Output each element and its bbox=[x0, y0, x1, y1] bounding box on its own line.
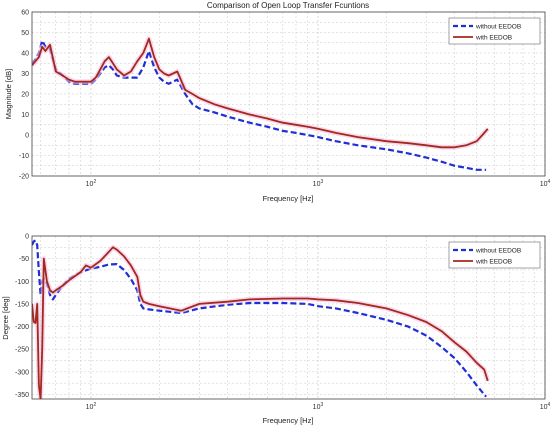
magnitude-frame bbox=[31, 11, 546, 177]
magnitude-ytick-label: 30 bbox=[21, 71, 29, 78]
phase-ticks: -350 -300 -250 -200 -150 -100 -50 0 102 103 104 bbox=[15, 234, 550, 412]
magnitude-ytick-label: 40 bbox=[21, 51, 29, 58]
magnitude-legend: without EEDOB with EEDOB bbox=[448, 17, 541, 45]
phase-legend: without EEDOB with EEDOB bbox=[448, 241, 541, 269]
phase-series-line-with bbox=[32, 246, 489, 399]
magnitude-xtick-label: 104 bbox=[540, 179, 550, 188]
magnitude-panel: -20 -10 0 10 20 30 40 50 60 102 103 104 Comparison … bbox=[4, 1, 550, 203]
phase-xtick-label: 103 bbox=[313, 402, 324, 411]
phase-ytick-label: -250 bbox=[15, 347, 29, 354]
phase-ytick-label: 0 bbox=[25, 234, 29, 241]
phase-ytick-label: -100 bbox=[15, 279, 29, 286]
phase-legend-label-with: with EEDOB bbox=[475, 259, 512, 266]
magnitude-ytick-label: -10 bbox=[19, 153, 29, 160]
magnitude-series-line-with bbox=[32, 37, 489, 149]
magnitude-xtick-label: 102 bbox=[86, 179, 97, 188]
magnitude-title: Comparison of Open Loop Transfer Fcuntio… bbox=[207, 1, 369, 10]
magnitude-ylabel: Magnitude [dB] bbox=[4, 69, 13, 119]
phase-series bbox=[32, 239, 491, 399]
magnitude-ticks: -20 -10 0 10 20 30 40 50 60 102 103 104 bbox=[19, 10, 550, 189]
phase-ytick-label: -150 bbox=[15, 301, 29, 308]
phase-ylabel: Degree [deg] bbox=[1, 296, 10, 339]
magnitude-xlabel: Frequency [Hz] bbox=[263, 194, 314, 203]
magnitude-ytick-label: 60 bbox=[21, 10, 29, 17]
phase-xlabel: Frequency [Hz] bbox=[263, 416, 314, 425]
phase-ytick-label: -350 bbox=[15, 392, 29, 399]
magnitude-ytick-label: 10 bbox=[21, 112, 29, 119]
phase-ytick-label: -300 bbox=[15, 369, 29, 376]
magnitude-ytick-label: 0 bbox=[25, 133, 29, 140]
phase-ytick-label: -50 bbox=[19, 256, 29, 263]
phase-xtick-label: 104 bbox=[540, 402, 550, 411]
phase-legend-box bbox=[448, 241, 541, 269]
phase-legend-label-without: without EEDOB bbox=[475, 248, 521, 255]
magnitude-legend-label-with: with EEDOB bbox=[475, 35, 512, 42]
phase-ytick-label: -200 bbox=[15, 324, 29, 331]
magnitude-ytick-label: -20 bbox=[19, 174, 29, 181]
magnitude-ytick-label: 50 bbox=[21, 30, 29, 37]
magnitude-legend-box bbox=[448, 17, 541, 45]
magnitude-ytick-label: 20 bbox=[21, 92, 29, 99]
magnitude-legend-label-without: without EEDOB bbox=[475, 24, 521, 31]
magnitude-xtick-label: 103 bbox=[313, 179, 324, 188]
magnitude-series bbox=[32, 36, 490, 171]
phase-panel: -350 -300 -250 -200 -150 -100 -50 0 102 103 104 Fr… bbox=[1, 234, 550, 426]
phase-frame bbox=[31, 235, 546, 400]
phase-xtick-label: 102 bbox=[86, 402, 97, 411]
